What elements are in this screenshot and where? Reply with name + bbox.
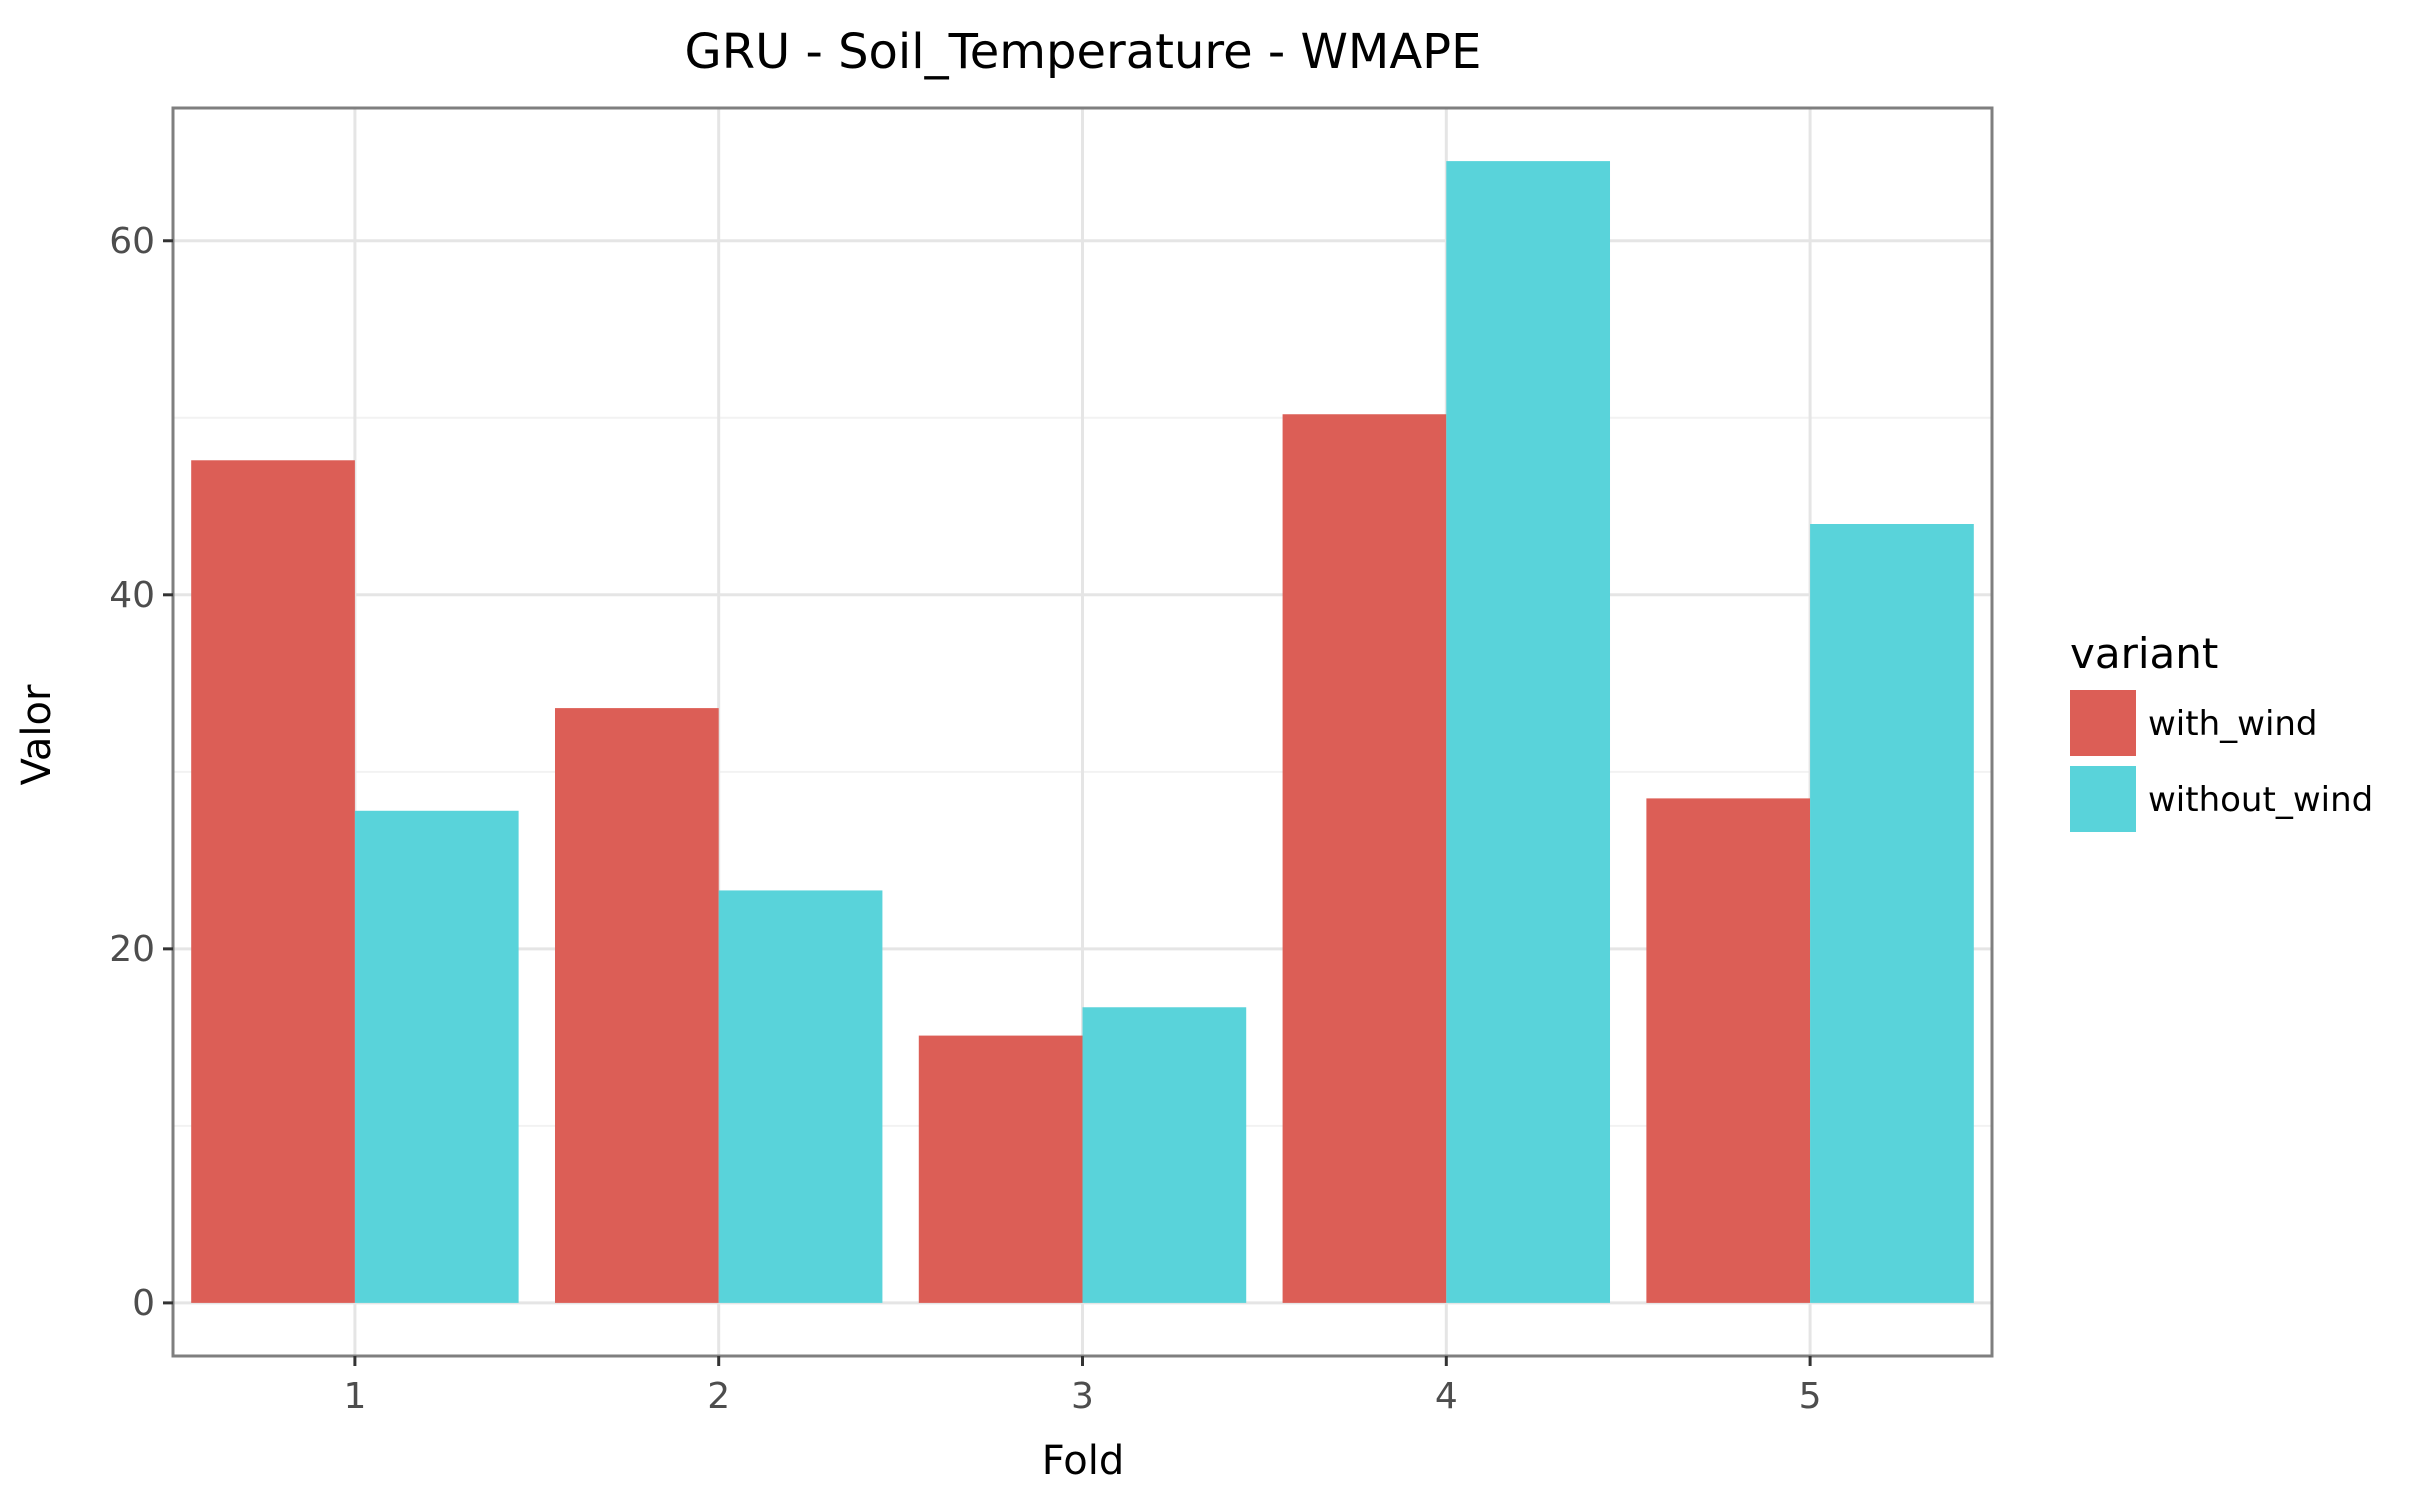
legend-label-with-wind: with_wind [2148, 704, 2318, 744]
y-tick-label: 0 [132, 1283, 155, 1324]
bar-without-wind-fold-2 [718, 890, 883, 1303]
y-tick-label: 40 [109, 575, 155, 616]
x-tick-label: 2 [707, 1376, 730, 1417]
legend-key-with-wind [2070, 690, 2136, 756]
bars [191, 161, 1974, 1303]
legend: variant with_wind without_wind [2070, 629, 2373, 832]
chart-title: GRU - Soil_Temperature - WMAPE [685, 24, 1482, 80]
y-axis-ticks: 0 20 40 60 [109, 221, 173, 1324]
y-axis-title: Valor [14, 684, 60, 785]
legend-label-without-wind: without_wind [2148, 780, 2373, 820]
bar-with-wind-fold-5 [1646, 798, 1811, 1303]
bar-without-wind-fold-5 [1810, 524, 1974, 1303]
x-axis-title: Fold [1042, 1438, 1125, 1484]
y-tick-label: 20 [109, 929, 155, 970]
bar-with-wind-fold-1 [191, 460, 355, 1303]
bar-with-wind-fold-4 [1282, 414, 1447, 1303]
bar-with-wind-fold-3 [918, 1035, 1083, 1303]
y-tick-label: 60 [109, 221, 155, 262]
x-axis-ticks: 1 2 3 4 5 [343, 1356, 1822, 1417]
x-tick-label: 1 [343, 1376, 366, 1417]
x-tick-label: 3 [1071, 1376, 1094, 1417]
bar-without-wind-fold-3 [1082, 1007, 1247, 1303]
bar-with-wind-fold-2 [554, 708, 719, 1303]
legend-key-without-wind [2070, 766, 2136, 832]
x-tick-label: 5 [1799, 1376, 1822, 1417]
legend-title: variant [2070, 629, 2218, 678]
bar-without-wind-fold-4 [1446, 161, 1611, 1303]
bar-without-wind-fold-1 [354, 810, 519, 1303]
x-tick-label: 4 [1435, 1376, 1458, 1417]
